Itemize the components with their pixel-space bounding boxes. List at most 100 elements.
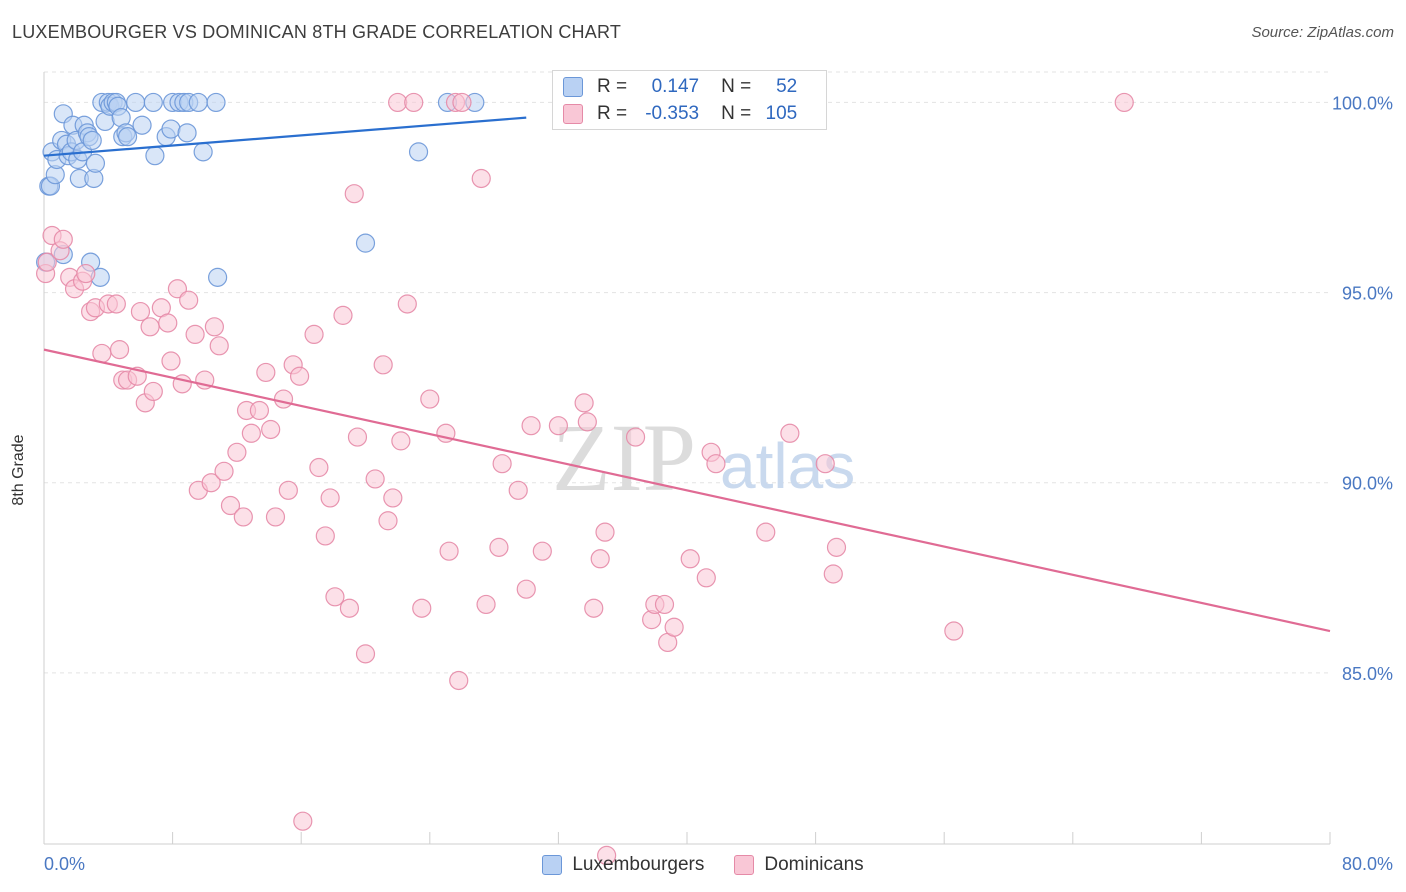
series-points-1 [36, 92, 1134, 866]
data-point [391, 431, 411, 451]
data-point [680, 549, 700, 569]
data-point [590, 549, 610, 569]
data-point [130, 301, 151, 322]
data-point [293, 811, 313, 831]
data-point [508, 480, 528, 500]
data-point [143, 381, 163, 402]
data-point [117, 127, 138, 147]
data-point [126, 92, 146, 113]
data-point [143, 92, 163, 113]
data-point [333, 305, 353, 325]
data-point [177, 123, 197, 143]
data-point [206, 92, 226, 113]
chart-title: LUXEMBOURGER VS DOMINICAN 8TH GRADE CORR… [12, 22, 622, 42]
data-point [249, 400, 270, 421]
data-point [179, 290, 199, 310]
data-point [355, 233, 376, 253]
series-legend: Luxembourgers Dominicans [0, 852, 1406, 878]
data-point [233, 507, 253, 527]
data-points [36, 92, 1134, 866]
data-point [823, 564, 843, 584]
data-point [756, 522, 776, 542]
data-point [140, 317, 160, 337]
data-point [548, 416, 569, 436]
y-tick-label: 85.0% [1342, 664, 1393, 684]
legend-n-label: N = [721, 76, 752, 97]
data-point [408, 142, 429, 162]
legend-r-value: 0.147 [651, 76, 700, 97]
series-legend-luxembourgers[interactable]: Luxembourgers [542, 854, 704, 876]
data-point [397, 294, 417, 314]
data-point [227, 442, 247, 462]
data-point [132, 115, 152, 135]
data-point [815, 454, 835, 474]
data-point [344, 184, 364, 204]
data-point [261, 419, 281, 440]
data-point [339, 598, 360, 618]
data-point [706, 454, 726, 474]
data-point [373, 355, 393, 375]
data-point [209, 336, 229, 356]
y-tick-label: 95.0% [1342, 284, 1393, 304]
data-point [1114, 92, 1134, 113]
data-point [106, 294, 126, 314]
correlation-legend: R = 0.147 N = 52 R = -0.353 N = 105 [552, 70, 827, 130]
data-point [309, 457, 329, 478]
data-point [492, 454, 512, 474]
watermark-zip: ZIP [552, 404, 696, 511]
data-point [826, 537, 847, 557]
trend-lines [43, 116, 1331, 633]
data-point [365, 469, 385, 489]
data-point [532, 541, 552, 561]
data-point [420, 389, 440, 409]
x-tick-label: 0.0% [44, 854, 85, 874]
data-point [167, 279, 188, 299]
data-point [654, 594, 675, 615]
legend-row-dominicans: R = -0.353 N = 105 [563, 101, 797, 127]
legend-row-luxembourgers: R = 0.147 N = 52 [563, 74, 797, 100]
data-point [161, 119, 181, 139]
data-point [347, 427, 368, 447]
data-point [577, 412, 597, 432]
data-point [383, 488, 403, 508]
data-point [325, 587, 345, 607]
data-point [664, 617, 684, 637]
series-legend-dominicans[interactable]: Dominicans [734, 854, 864, 876]
data-point [161, 351, 181, 371]
data-point [378, 511, 398, 531]
chart-source: Source: ZipAtlas.com [1251, 24, 1394, 41]
legend-swatch-blue [563, 77, 583, 97]
trend-line-0 [43, 116, 527, 157]
data-point [476, 594, 496, 615]
legend-n-value: 52 [776, 76, 798, 97]
data-point [85, 153, 106, 173]
data-point [289, 366, 310, 386]
data-point [82, 130, 102, 151]
data-point [256, 362, 276, 383]
watermark: ZIP atlas [552, 404, 855, 511]
data-point [471, 168, 491, 189]
trend-line-1 [43, 348, 1331, 633]
series-points-0 [36, 92, 485, 287]
data-point [315, 526, 335, 546]
data-point [76, 263, 96, 284]
y-tick-label: 90.0% [1342, 474, 1393, 494]
data-point [625, 427, 646, 447]
data-point [278, 480, 298, 500]
legend-r-label: R = [597, 76, 628, 97]
series-swatch-blue [542, 855, 563, 875]
legend-n-label: N = [721, 103, 752, 124]
data-point [452, 92, 472, 113]
data-point [439, 541, 459, 561]
data-point [521, 416, 541, 436]
data-point [145, 146, 165, 166]
data-point [304, 324, 324, 345]
data-point [355, 644, 376, 664]
data-point [204, 317, 224, 337]
data-point [489, 537, 509, 557]
legend-r-label: R = [597, 103, 628, 124]
data-point [412, 598, 432, 618]
data-point [780, 423, 800, 443]
data-point [185, 324, 205, 345]
